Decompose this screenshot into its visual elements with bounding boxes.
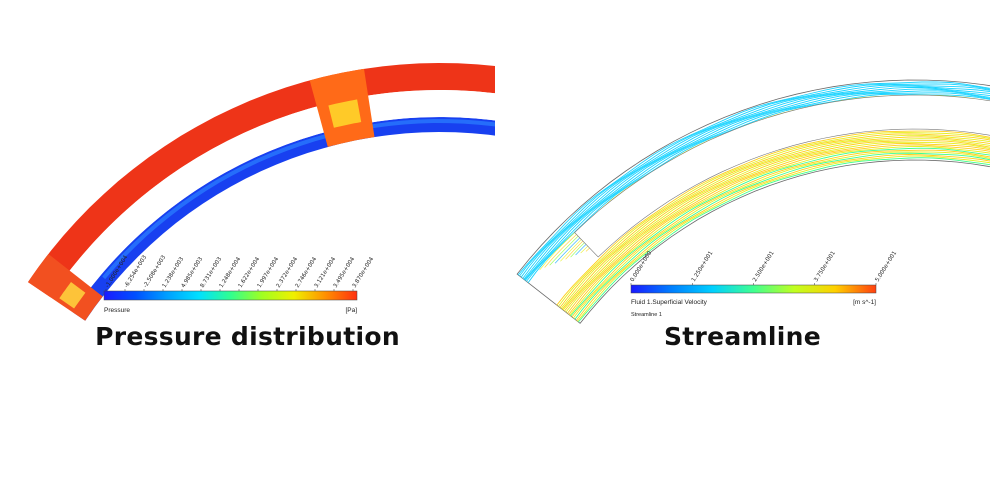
streamline [575,154,990,321]
colorbar-sublabel: Streamline 1 [631,312,662,318]
streamline-panel: 0.000e+000 1.250e+001 2.500e+001 3.750e+001… [495,0,990,478]
streamline [574,152,990,320]
streamline [565,141,990,313]
colorbar-gradient-bar [103,290,358,301]
streamline [572,151,990,319]
streamline [561,136,990,310]
streamline [569,145,990,316]
streamline [568,144,990,315]
streamline [526,92,990,282]
streamline [564,140,990,312]
pressure-caption: Pressure distribution [95,322,400,351]
streamline [556,130,990,306]
streamline-caption: Streamline [663,322,822,351]
left-end-cap-highlight [59,282,86,309]
streamline [517,81,990,276]
colorbar-gradient-bar [630,284,877,294]
colorbar-variable-label: Fluid 1.Superficial Velocity [631,299,708,306]
colorbar-unit-label: [Pa] [345,307,357,314]
cavity-region [574,94,990,258]
inner-channel-band [72,117,495,321]
velocity-tick-label: 5.000e+001 [875,250,899,283]
colorbar-unit-label: [m s^-1] [853,299,876,306]
streamline [560,134,990,309]
velocity-tick-label: 3.750e+001 [813,250,837,283]
pressure-panel: -1.000e+004 -6.254e+003 -2.508e+003 1.238e+… [28,63,495,351]
streamline [558,132,990,307]
colorbar-ticks: -1.000e+004-6.254e+003-2.508e+0031.238e+… [105,254,375,291]
velocity-tick-label: 1.250e+001 [691,250,715,283]
streamline [519,83,990,277]
velocity-tick-label: 2.500e+001 [752,250,776,283]
colorbar-ticks: 0.000e+000 1.250e+001 2.500e+001 3.750e+001… [630,250,899,285]
outer-channel-band [28,63,495,298]
streamline [562,138,990,311]
streamline [570,147,990,317]
streamline [567,143,990,314]
cavity-region [69,90,495,288]
streamline [559,133,990,308]
pressure-colorbar: -1.000e+004-6.254e+003-2.508e+0031.238e+… [103,254,375,314]
streamline [527,93,990,283]
velocity-colorbar: 0.000e+000 1.250e+001 2.500e+001 3.750e+001… [630,250,899,318]
streamline-plot: 0.000e+000 1.250e+001 2.500e+001 3.750e+001… [516,79,990,324]
rib-web-highlight [328,99,362,128]
streamline [524,88,990,281]
streamline [523,86,990,280]
streamline [578,157,990,323]
left-end-cap [28,254,103,321]
streamline [524,90,990,281]
pressure-contour-plot: -1.000e+004-6.254e+003-2.508e+0031.238e+… [28,63,495,321]
channel-outline [516,79,990,324]
streamline [571,149,990,318]
colorbar-variable-label: Pressure [104,307,130,314]
streamline [520,84,990,278]
streamline [577,155,990,322]
streamline [522,85,990,279]
